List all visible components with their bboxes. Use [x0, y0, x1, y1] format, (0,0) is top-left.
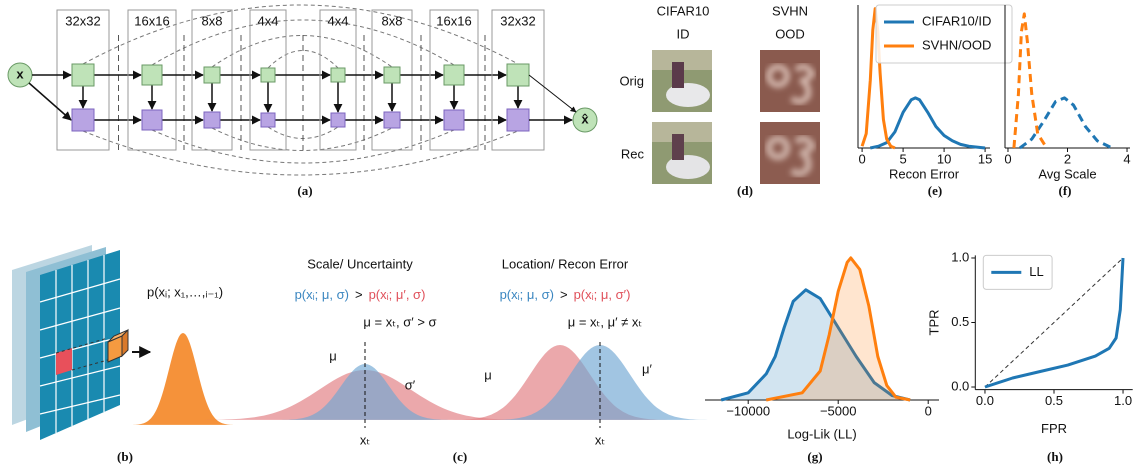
formula-rhs: p(xᵢ; μ, σ′) — [574, 287, 631, 302]
figure: 32x32 16x16 8x8 4x4 4x4 8x8 16x16 32x32 x x̂ (a) p(… — [0, 0, 1138, 466]
formula-op: > — [355, 287, 363, 302]
resolution-label: 32x32 — [500, 13, 535, 28]
x-tick-label: 0.5 — [1045, 393, 1063, 408]
caption: (b) — [117, 449, 133, 464]
formula: p(xᵢ; x₁,…,ᵢ₋₁) — [147, 284, 223, 299]
skip-arc — [83, 131, 518, 175]
caption: (c) — [453, 449, 467, 464]
image-svhn-rec — [760, 122, 820, 184]
column-header: SVHN — [772, 3, 808, 18]
scale-block — [384, 112, 400, 128]
resolution-label: 16x16 — [134, 13, 169, 28]
column-header: CIFAR10 — [657, 3, 710, 18]
x-tick-label: 0 — [1004, 151, 1011, 166]
x-tick-label: 2 — [1064, 151, 1071, 166]
x-tick-label: 0 — [925, 403, 932, 418]
axis-label: xₜ — [595, 432, 606, 447]
curve-label: μ — [329, 348, 337, 363]
x-tick-label: 10 — [937, 151, 951, 166]
resolution-label: 8x8 — [202, 13, 223, 28]
skip-arc — [212, 36, 392, 68]
resolution-label: 4x4 — [258, 13, 279, 28]
latent-block — [384, 67, 400, 83]
panel-title: Scale/ Uncertainty — [307, 256, 413, 271]
condition: μ = xₜ, μ′ ≠ xₜ — [568, 314, 643, 329]
resolution-label: 32x32 — [65, 13, 100, 28]
y-tick-label: 1.0 — [951, 249, 969, 264]
x-tick-label: −5000 — [820, 403, 857, 418]
arrow — [29, 83, 71, 120]
row-label: Rec — [621, 146, 645, 161]
scale-block — [444, 110, 464, 130]
scale-block — [72, 109, 94, 131]
resolution-label: 16x16 — [436, 13, 471, 28]
curve-label: σ′ — [405, 377, 416, 392]
legend-label: LL — [1029, 264, 1043, 279]
legend-label: SVHN/OOD — [922, 37, 991, 52]
caption: (h) — [1047, 449, 1063, 464]
scale-block — [142, 110, 162, 130]
column-header: ID — [677, 26, 690, 41]
axis-label: xₜ — [360, 432, 371, 447]
image-region — [672, 62, 684, 88]
row-label: Orig — [619, 73, 644, 88]
y-tick-label: 0.5 — [951, 314, 969, 329]
resolution-label: 8x8 — [382, 13, 403, 28]
x-axis-label: FPR — [1041, 421, 1067, 436]
formula-lhs: p(xᵢ; μ, σ) — [295, 287, 349, 302]
curve-label: μ — [484, 367, 492, 382]
caption: (g) — [807, 449, 822, 464]
formula-lhs: p(xᵢ; μ, σ) — [500, 287, 554, 302]
caption: (f) — [1059, 183, 1072, 198]
x-tick-label: 0.0 — [976, 393, 994, 408]
x-tick-label: 15 — [978, 151, 992, 166]
formula: p(xᵢ; μ, σ) > p(xᵢ; μ′, σ) — [295, 287, 426, 302]
formula: p(xᵢ; μ, σ) > p(xᵢ; μ, σ′) — [500, 287, 631, 302]
formula-op: > — [560, 287, 568, 302]
x-tick-label: 1.0 — [1114, 393, 1132, 408]
page: {"figure": { "a": {"caption": "(a)", "in… — [0, 0, 1138, 466]
scale-block — [507, 109, 529, 131]
caption: (d) — [737, 183, 753, 198]
latent-block — [142, 65, 162, 85]
x-axis-label: Recon Error — [889, 166, 960, 181]
x-axis-label: Log-Lik (LL) — [787, 426, 856, 441]
image-cifar-orig — [652, 50, 712, 112]
skip-arc — [212, 128, 392, 151]
output-label: x̂ — [581, 111, 589, 126]
image-svhn-orig — [760, 50, 820, 112]
latent-block — [331, 68, 345, 82]
latent-block — [507, 64, 529, 86]
resolution-label: 4x4 — [328, 13, 349, 28]
input-label: x — [16, 66, 24, 81]
x-tick-label: −10000 — [726, 403, 770, 418]
latent-block — [261, 68, 275, 82]
panel-title: Location/ Recon Error — [502, 256, 629, 271]
arrow — [529, 75, 576, 112]
y-axis-label: TPR — [926, 310, 941, 336]
scale-block — [204, 112, 220, 128]
scale-block — [261, 113, 275, 127]
caption: (a) — [297, 183, 312, 198]
caption: (e) — [928, 183, 942, 198]
column-header: OOD — [775, 26, 805, 41]
x-tick-label: 0 — [858, 151, 865, 166]
image-region — [672, 134, 684, 160]
latent-block — [204, 67, 220, 83]
latent-block — [444, 65, 464, 85]
bell-curve — [133, 333, 234, 425]
feature-maps — [12, 245, 150, 440]
image-cifar-rec — [652, 122, 712, 184]
scale-block — [331, 113, 345, 127]
x-tick-label: 4 — [1123, 151, 1130, 166]
series-line — [1014, 14, 1047, 148]
formula-rhs: p(xᵢ; μ′, σ) — [369, 287, 426, 302]
x-tick-label: 5 — [899, 151, 906, 166]
condition: μ = xₜ, σ′ > σ — [363, 314, 436, 329]
x-axis-label: Avg Scale — [1038, 166, 1096, 181]
curve-label: μ′ — [642, 361, 652, 376]
y-tick-label: 0.0 — [951, 378, 969, 393]
legend-label: CIFAR10/ID — [922, 13, 991, 28]
latent-block — [72, 64, 94, 86]
